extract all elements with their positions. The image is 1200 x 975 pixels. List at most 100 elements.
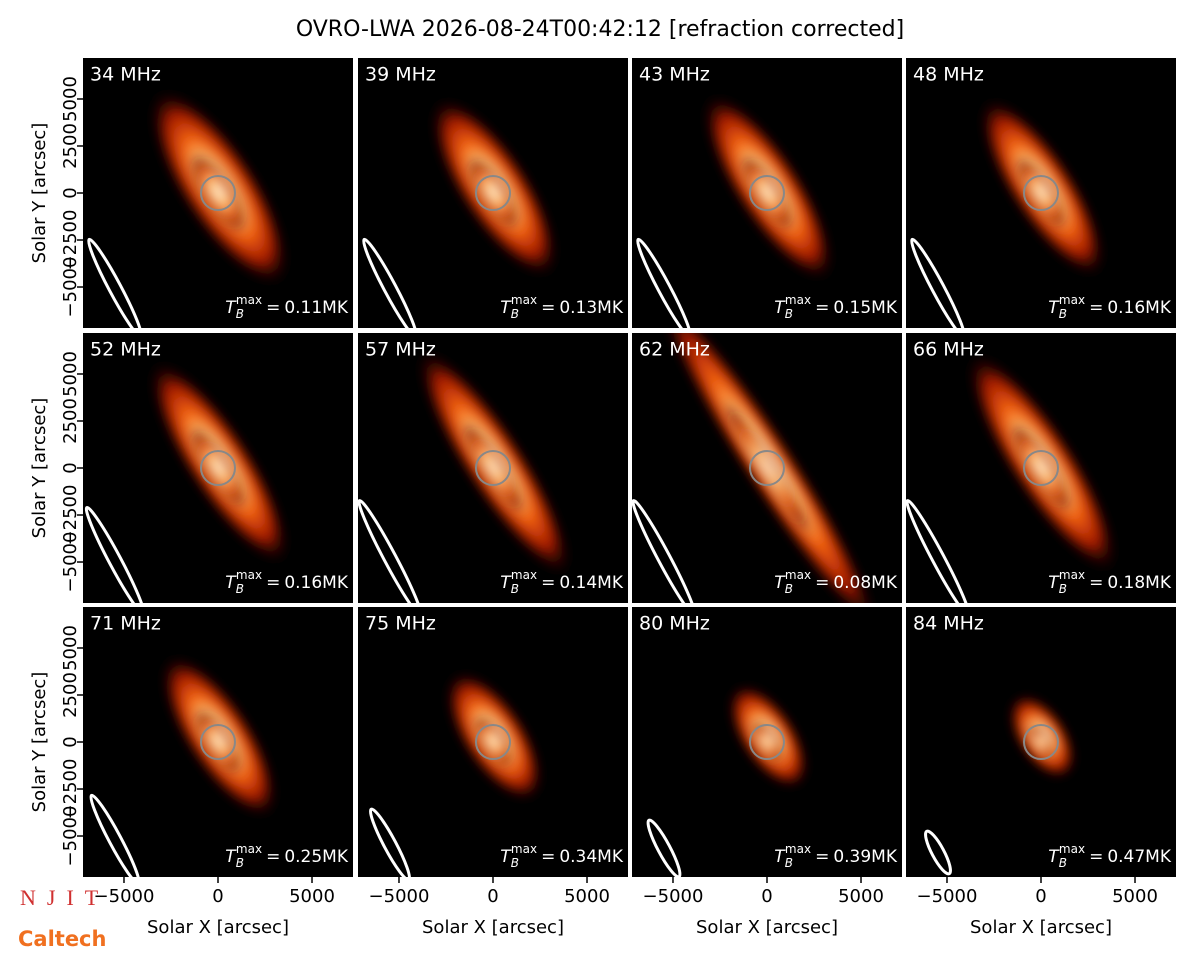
title: OVRO-LWA 2026-08-24T00:42:12 [refraction… — [296, 17, 904, 42]
tb-sub: B — [785, 856, 793, 870]
tb-symbol: T — [500, 847, 512, 867]
beam — [368, 807, 412, 877]
y-tick-label: 0 — [60, 187, 81, 198]
y-tick-label: 2500 — [60, 398, 81, 444]
frequency-label: 34 MHz — [90, 64, 161, 86]
solar-disk — [200, 175, 236, 211]
beam — [646, 818, 682, 877]
radio-core — [461, 422, 525, 514]
tb-sup: max — [511, 568, 537, 582]
beam — [87, 237, 143, 328]
x-tick-label: −5000 — [643, 886, 704, 907]
tb-sup: max — [1059, 568, 1085, 582]
radio-core — [750, 720, 784, 764]
tb-label: TBmax = 0.15MK — [774, 293, 898, 321]
radio-core — [189, 153, 247, 233]
y-tick-label: 5000 — [60, 625, 81, 671]
panel — [632, 333, 902, 603]
x-axis-label: Solar X [arcsec] — [970, 917, 1112, 938]
solar-disk — [200, 724, 236, 760]
tb-value: 0.39MK — [833, 847, 898, 867]
tb-eq: = — [815, 298, 829, 318]
frequency-label: 62 MHz — [639, 339, 710, 361]
radio-core — [1026, 724, 1056, 760]
tb-symbol: T — [1048, 847, 1060, 867]
tb-value: 0.16MK — [284, 573, 349, 593]
tb-value: 0.34MK — [559, 847, 624, 867]
tb-value: 0.11MK — [284, 298, 349, 318]
x-tick-label: −5000 — [917, 886, 978, 907]
tb-symbol: T — [1048, 573, 1060, 593]
beam — [910, 237, 966, 328]
tb-sup: max — [511, 842, 537, 856]
tb-sub: B — [1059, 582, 1067, 596]
x-axis-label: Solar X [arcsec] — [422, 917, 564, 938]
radio-core — [189, 426, 247, 510]
solar-disk — [475, 450, 511, 486]
frequency-label: 66 MHz — [913, 339, 984, 361]
tb-sub: B — [236, 856, 244, 870]
solar-disk — [749, 175, 785, 211]
x-tick-label: 5000 — [564, 886, 610, 907]
x-tick-label: 0 — [212, 886, 223, 907]
tb-sup: max — [785, 842, 811, 856]
y-tick-label: −5000 — [60, 806, 81, 867]
panel — [358, 607, 628, 877]
solar-disk — [749, 724, 785, 760]
beam — [358, 499, 423, 603]
tb-value: 0.25MK — [284, 847, 349, 867]
panel — [906, 333, 1176, 603]
tb-sup: max — [785, 293, 811, 307]
tb-label: TBmax = 0.16MK — [1048, 293, 1172, 321]
tb-sub: B — [511, 582, 519, 596]
beam — [362, 237, 418, 328]
panel — [358, 58, 628, 328]
tb-symbol: T — [225, 847, 237, 867]
tb-eq: = — [266, 298, 280, 318]
solar-disk — [1023, 450, 1059, 486]
tb-eq: = — [1089, 847, 1103, 867]
frequency-label: 39 MHz — [365, 64, 436, 86]
panel — [83, 58, 353, 328]
tb-symbol: T — [774, 573, 786, 593]
panel — [906, 607, 1176, 877]
beam — [89, 793, 141, 877]
solar-disk — [749, 450, 785, 486]
y-tick-label: 5000 — [60, 76, 81, 122]
frequency-label: 48 MHz — [913, 64, 984, 86]
tb-sup: max — [785, 568, 811, 582]
panel — [906, 58, 1176, 328]
tb-label: TBmax = 0.11MK — [225, 293, 349, 321]
tb-symbol: T — [774, 298, 786, 318]
y-tick-label: −5000 — [60, 532, 81, 593]
tb-eq: = — [541, 573, 555, 593]
y-axis-label: Solar Y [arcsec] — [29, 398, 50, 539]
x-tick-label: −5000 — [94, 886, 155, 907]
tb-sup: max — [236, 842, 262, 856]
x-axis-label: Solar X [arcsec] — [696, 917, 838, 938]
x-tick-label: 5000 — [1112, 886, 1158, 907]
frequency-label: 84 MHz — [913, 613, 984, 635]
tb-sup: max — [1059, 842, 1085, 856]
solar-disk — [475, 724, 511, 760]
tb-symbol: T — [1048, 298, 1060, 318]
tb-symbol: T — [774, 847, 786, 867]
tb-symbol: T — [500, 298, 512, 318]
tb-eq: = — [266, 573, 280, 593]
solar-disk — [1023, 175, 1059, 211]
frequency-label: 75 MHz — [365, 613, 436, 635]
tb-eq: = — [541, 298, 555, 318]
beam — [84, 505, 146, 603]
y-tick-label: 0 — [60, 736, 81, 747]
tb-label: TBmax = 0.08MK — [774, 568, 898, 596]
tb-label: TBmax = 0.16MK — [225, 568, 349, 596]
y-tick-label: 5000 — [60, 351, 81, 397]
frequency-label: 57 MHz — [365, 339, 436, 361]
tb-sub: B — [785, 307, 793, 321]
y-tick-label: 2500 — [60, 123, 81, 169]
radio-core — [1010, 423, 1072, 513]
caltech-logo: Caltech — [18, 927, 106, 951]
x-tick-label: 0 — [761, 886, 772, 907]
x-tick-label: −5000 — [369, 886, 430, 907]
